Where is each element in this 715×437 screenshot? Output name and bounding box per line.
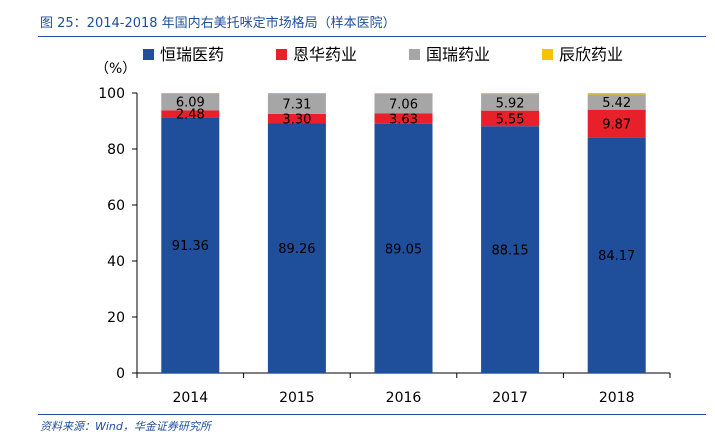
legend-label: 恩华药业 bbox=[293, 45, 357, 64]
x-tick-label: 2018 bbox=[599, 390, 635, 406]
bar-segment bbox=[587, 93, 646, 95]
source-note: 资料来源：Wind，华金证券研究所 bbox=[40, 420, 211, 433]
bar-segment bbox=[481, 93, 540, 95]
data-label: 89.05 bbox=[385, 242, 422, 257]
bar-segment bbox=[481, 126, 540, 374]
bar-segment bbox=[267, 93, 326, 114]
title-rule bbox=[38, 36, 706, 37]
bars bbox=[161, 93, 646, 374]
legend-swatch bbox=[542, 49, 553, 60]
data-labels: 91.36 2.486.09 89.26 3.307.31 89.05 3.637.06 8… bbox=[172, 96, 636, 264]
bar-segment bbox=[481, 110, 540, 127]
bar-segment bbox=[374, 93, 433, 94]
legend-swatch bbox=[409, 49, 420, 60]
x-tick-label: 2017 bbox=[492, 390, 528, 406]
x-tick-label: 2014 bbox=[172, 390, 208, 406]
legend: 恒瑞医药 恩华药业 国瑞药业 辰欣药业 bbox=[143, 45, 623, 64]
bar-segment bbox=[161, 93, 220, 111]
y-tick-label: 100 bbox=[98, 86, 125, 102]
bar-segment bbox=[481, 94, 540, 111]
x-tick-label: 2016 bbox=[386, 390, 422, 406]
bar-segment bbox=[587, 109, 646, 138]
bar-segment bbox=[161, 110, 220, 118]
legend-label: 恒瑞医药 bbox=[160, 45, 224, 64]
data-label: 6.09 bbox=[176, 96, 205, 111]
legend-swatch bbox=[143, 49, 154, 60]
bar-segment bbox=[374, 123, 433, 373]
data-label: 7.31 bbox=[282, 98, 311, 113]
data-label: 5.55 bbox=[496, 112, 525, 127]
data-label: 91.36 bbox=[172, 239, 209, 254]
bar-segment bbox=[161, 117, 220, 373]
figure-title: 图 25：2014-2018 年国内右美托咪定市场格局（样本医院） bbox=[40, 16, 396, 31]
data-label: 3.63 bbox=[389, 113, 418, 128]
bar-segment bbox=[374, 93, 433, 114]
data-label: 2.48 bbox=[176, 108, 205, 123]
y-tick-label: 40 bbox=[107, 254, 125, 270]
legend-swatch bbox=[276, 49, 287, 60]
data-label: 89.26 bbox=[278, 242, 315, 257]
source-rule bbox=[38, 414, 706, 415]
data-label: 9.87 bbox=[602, 118, 631, 133]
legend-label: 辰欣药业 bbox=[559, 45, 623, 64]
x-tick-label: 2015 bbox=[279, 390, 315, 406]
bar-segment bbox=[587, 137, 646, 373]
y-axis-unit-label: （%） bbox=[95, 61, 136, 77]
y-tick-label: 20 bbox=[107, 310, 125, 326]
data-label: 88.15 bbox=[491, 244, 528, 259]
y-tick-label: 0 bbox=[116, 366, 125, 382]
axes: 0 20 40 60 80 100 2014 2015 2016 2017 2018 bbox=[98, 86, 671, 406]
data-label: 5.42 bbox=[602, 96, 631, 111]
bar-segment bbox=[374, 113, 433, 124]
data-label: 84.17 bbox=[598, 249, 635, 264]
bar-segment bbox=[267, 123, 326, 374]
data-label: 5.92 bbox=[496, 96, 525, 111]
legend-label: 国瑞药业 bbox=[426, 45, 490, 64]
y-tick-label: 80 bbox=[107, 142, 125, 158]
data-label: 3.30 bbox=[282, 112, 311, 127]
data-label: 7.06 bbox=[389, 98, 418, 113]
bar-segment bbox=[267, 113, 326, 124]
bar-segment bbox=[587, 94, 646, 110]
y-tick-label: 60 bbox=[107, 198, 125, 214]
